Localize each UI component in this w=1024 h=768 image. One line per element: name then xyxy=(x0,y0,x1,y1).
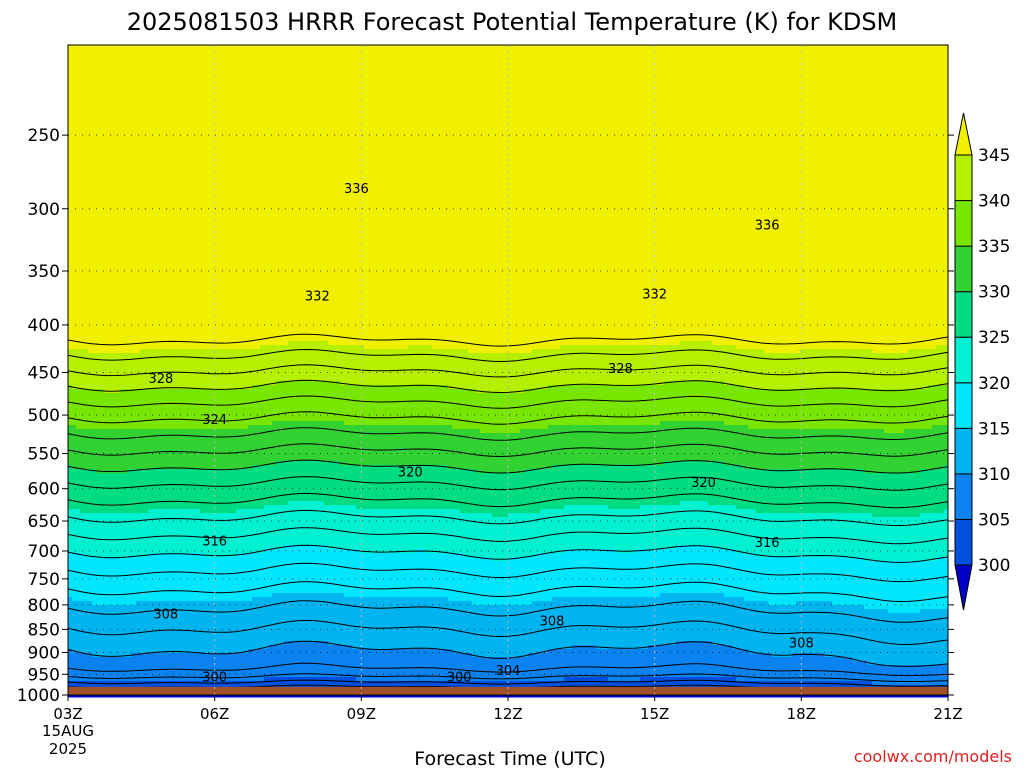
colorbar-top-arrow xyxy=(954,112,973,156)
colorbar-label: 325 xyxy=(978,328,1010,348)
colorbar-segment xyxy=(954,291,973,338)
contour-label: 304 xyxy=(496,664,521,679)
contour-label: 300 xyxy=(202,670,227,685)
x-tick-label: 09Z xyxy=(347,705,376,723)
colorbar-segment xyxy=(954,473,973,520)
x-axis: 03Z 06Z 09Z 12Z 15Z 18Z 21Z xyxy=(53,695,963,723)
colorbar-segment xyxy=(954,427,973,475)
y-tick-label: 650 xyxy=(28,512,60,532)
contour-label: 332 xyxy=(642,287,667,302)
colorbar-bottom-arrow xyxy=(954,564,973,611)
y-tick-label: 750 xyxy=(28,570,60,590)
colorbar-label: 340 xyxy=(978,192,1010,212)
x-tick-label: 06Z xyxy=(200,705,229,723)
y-tick-label: 350 xyxy=(28,262,60,282)
y-tick-label: 250 xyxy=(28,126,60,146)
contour-340 xyxy=(67,379,949,394)
contour-label: 328 xyxy=(148,372,173,387)
colorbar-segment xyxy=(954,154,973,202)
contour-label: 308 xyxy=(153,607,178,622)
contour-306 xyxy=(67,673,949,682)
y-tick-label: 700 xyxy=(28,542,60,562)
x-tick-label: 15Z xyxy=(640,705,669,723)
contour-label: 320 xyxy=(691,476,716,491)
colorbar-label: 320 xyxy=(978,374,1010,394)
y-tick-label: 800 xyxy=(28,596,60,616)
contour-labels: 336 336 332 332 328 328 324 320 320 316 316 308 308 3… xyxy=(148,182,813,685)
colorbar-label: 345 xyxy=(978,146,1010,166)
colorbar-segment xyxy=(954,245,973,293)
contour-label: 308 xyxy=(789,636,814,651)
contour-label: 336 xyxy=(344,182,369,197)
y-tick-label: 550 xyxy=(28,445,60,465)
y-tick-label: 400 xyxy=(28,316,60,336)
y-tick-label: 1000 xyxy=(17,686,60,706)
colorbar: 300 305 310 315 320 325 330 335 340 345 xyxy=(954,112,1010,611)
contour-304 xyxy=(67,679,949,687)
colorbar-label: 300 xyxy=(978,556,1010,576)
contour-label: 324 xyxy=(202,413,227,428)
contour-label: 332 xyxy=(305,290,330,305)
y-tick-label: 950 xyxy=(28,665,60,685)
x-tick-label: 12Z xyxy=(493,705,522,723)
chart-title: 2025081503 HRRR Forecast Potential Tempe… xyxy=(127,8,898,36)
contour-label: 300 xyxy=(447,670,472,685)
contour-312 xyxy=(67,619,949,646)
y-tick-label: 450 xyxy=(28,364,60,384)
y-tick-label: 600 xyxy=(28,480,60,500)
surface-ground xyxy=(68,686,948,695)
colorbar-label: 305 xyxy=(978,510,1010,530)
contour-label: 316 xyxy=(755,536,780,551)
watermark: coolwx.com/models xyxy=(854,747,1012,766)
contour-label: 328 xyxy=(608,362,633,377)
y-axis: 250 300 350 400 450 500 550 600 650 700 750 800 850 9… xyxy=(17,126,954,706)
colorbar-label: 310 xyxy=(978,465,1010,485)
contour-326 xyxy=(67,492,949,509)
y-tick-label: 900 xyxy=(28,643,60,663)
x-tick-label: 18Z xyxy=(787,705,816,723)
x-date-day: 15AUG xyxy=(42,722,94,740)
y-tick-label: 500 xyxy=(28,406,60,426)
colorbar-segment xyxy=(954,382,973,429)
colorbar-label: 330 xyxy=(978,283,1010,303)
x-tick-label: 21Z xyxy=(933,705,962,723)
x-axis-label: Forecast Time (UTC) xyxy=(414,748,605,768)
x-date-year: 2025 xyxy=(49,740,87,758)
contour-label: 308 xyxy=(540,615,565,630)
x-tick-label: 03Z xyxy=(53,705,82,723)
y-tick-label: 300 xyxy=(28,200,60,220)
colorbar-label: 315 xyxy=(978,419,1010,439)
colorbar-segment xyxy=(954,518,973,566)
colorbar-segment xyxy=(954,200,973,247)
y-tick-label: 850 xyxy=(28,620,60,640)
colorbar-label: 335 xyxy=(978,237,1010,257)
contour-label: 320 xyxy=(398,466,423,481)
contour-label: 336 xyxy=(755,219,780,234)
colorbar-segment xyxy=(954,336,973,384)
contour-label: 316 xyxy=(202,534,227,549)
